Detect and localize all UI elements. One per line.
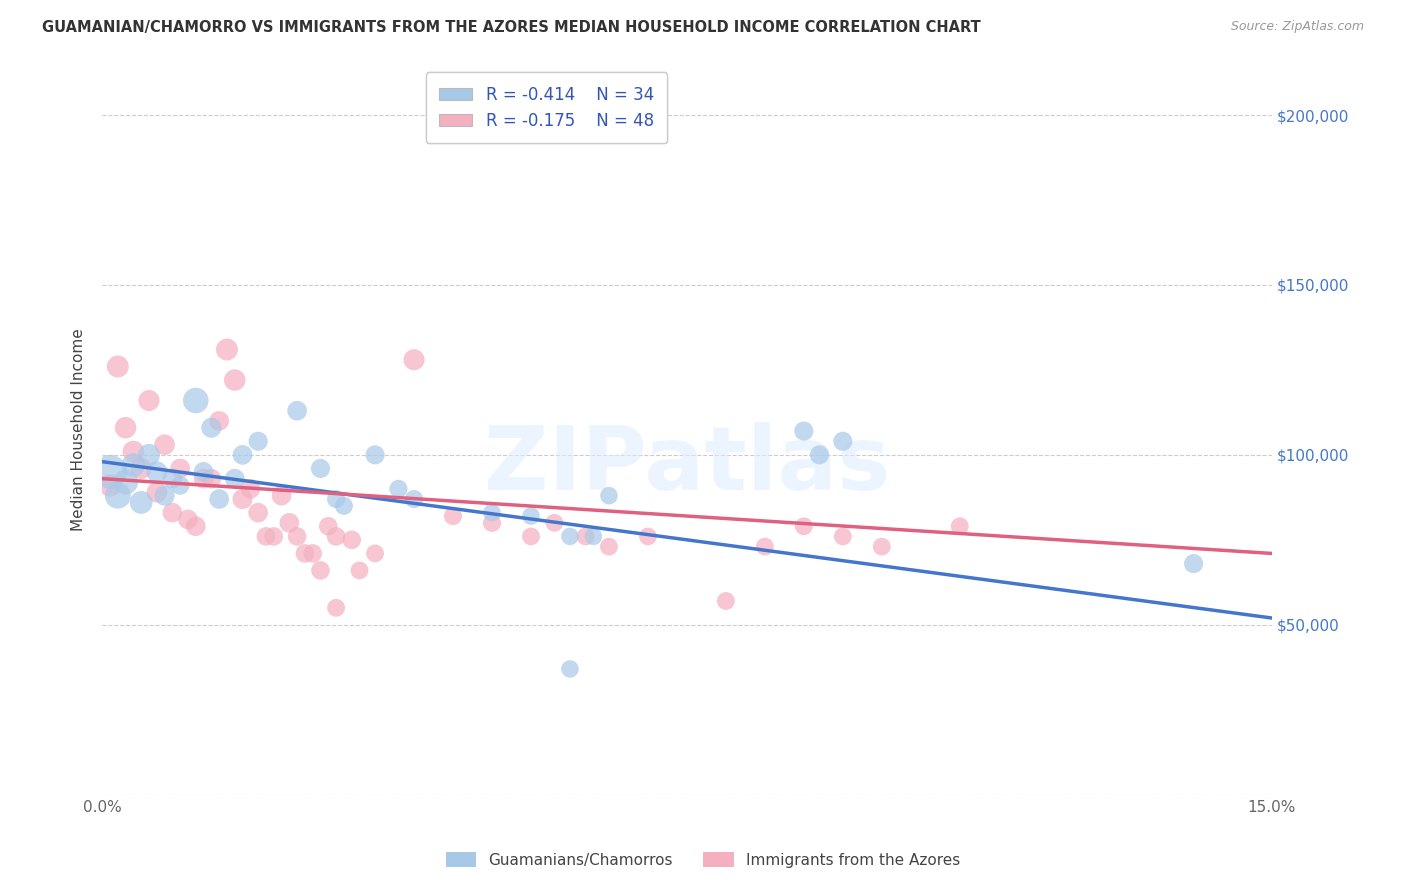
Point: [232, 491, 254, 506]
Text: Source: ZipAtlas.com: Source: ZipAtlas.com: [1230, 20, 1364, 33]
Point: [364, 448, 387, 462]
Point: [870, 540, 893, 554]
Point: [441, 509, 464, 524]
Point: [263, 529, 285, 543]
Point: [98, 478, 121, 492]
Y-axis label: Median Household Income: Median Household Income: [72, 328, 86, 531]
Point: [558, 529, 581, 543]
Point: [598, 540, 620, 554]
Point: [247, 434, 270, 449]
Point: [316, 519, 339, 533]
Point: [402, 352, 425, 367]
Point: [598, 489, 620, 503]
Point: [309, 461, 332, 475]
Point: [122, 458, 145, 472]
Point: [138, 448, 160, 462]
Point: [582, 529, 605, 543]
Point: [177, 512, 200, 526]
Point: [285, 403, 308, 417]
Point: [1182, 557, 1205, 571]
Point: [294, 546, 316, 560]
Point: [637, 529, 659, 543]
Point: [325, 529, 347, 543]
Point: [98, 465, 121, 479]
Point: [169, 478, 191, 492]
Point: [122, 444, 145, 458]
Point: [402, 491, 425, 506]
Point: [146, 465, 169, 479]
Legend: R = -0.414    N = 34, R = -0.175    N = 48: R = -0.414 N = 34, R = -0.175 N = 48: [426, 72, 668, 144]
Point: [543, 516, 565, 530]
Point: [808, 448, 831, 462]
Point: [169, 461, 191, 475]
Point: [107, 489, 129, 503]
Point: [129, 495, 152, 509]
Legend: Guamanians/Chamorros, Immigrants from the Azores: Guamanians/Chamorros, Immigrants from th…: [440, 846, 966, 873]
Point: [247, 506, 270, 520]
Point: [153, 438, 176, 452]
Point: [285, 529, 308, 543]
Point: [184, 519, 207, 533]
Point: [754, 540, 776, 554]
Point: [224, 373, 246, 387]
Point: [340, 533, 363, 547]
Point: [146, 485, 169, 500]
Point: [831, 529, 853, 543]
Point: [520, 509, 543, 524]
Point: [349, 563, 371, 577]
Point: [153, 489, 176, 503]
Point: [208, 414, 231, 428]
Point: [200, 420, 222, 434]
Point: [481, 506, 503, 520]
Point: [193, 465, 215, 479]
Point: [129, 461, 152, 475]
Point: [558, 662, 581, 676]
Text: GUAMANIAN/CHAMORRO VS IMMIGRANTS FROM THE AZORES MEDIAN HOUSEHOLD INCOME CORRELA: GUAMANIAN/CHAMORRO VS IMMIGRANTS FROM TH…: [42, 20, 981, 35]
Point: [200, 472, 222, 486]
Point: [574, 529, 596, 543]
Point: [114, 475, 136, 489]
Text: ZIPatlas: ZIPatlas: [484, 423, 890, 509]
Point: [831, 434, 853, 449]
Point: [270, 489, 292, 503]
Point: [301, 546, 323, 560]
Point: [162, 506, 184, 520]
Point: [208, 491, 231, 506]
Point: [239, 482, 262, 496]
Point: [714, 594, 737, 608]
Point: [162, 472, 184, 486]
Point: [793, 519, 815, 533]
Point: [114, 420, 136, 434]
Point: [107, 359, 129, 374]
Point: [309, 563, 332, 577]
Point: [364, 546, 387, 560]
Point: [387, 482, 409, 496]
Point: [224, 472, 246, 486]
Point: [184, 393, 207, 408]
Point: [193, 472, 215, 486]
Point: [520, 529, 543, 543]
Point: [793, 424, 815, 438]
Point: [232, 448, 254, 462]
Point: [254, 529, 277, 543]
Point: [215, 343, 238, 357]
Point: [278, 516, 301, 530]
Point: [481, 516, 503, 530]
Point: [949, 519, 972, 533]
Point: [333, 499, 356, 513]
Point: [325, 491, 347, 506]
Point: [325, 600, 347, 615]
Point: [138, 393, 160, 408]
